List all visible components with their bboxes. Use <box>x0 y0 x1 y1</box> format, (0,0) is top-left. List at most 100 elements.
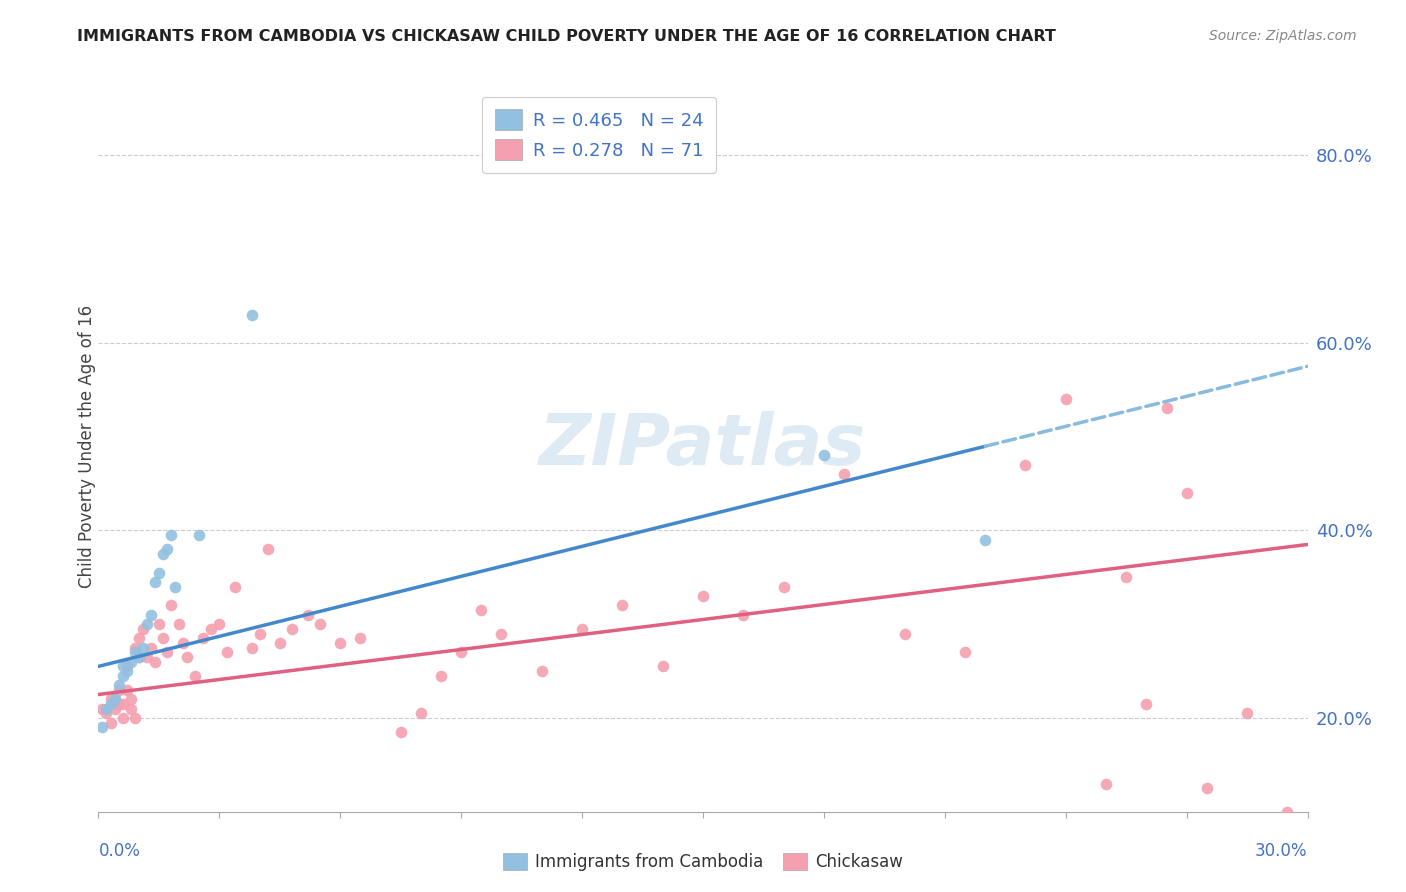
Point <box>281 622 304 636</box>
Point <box>491 626 513 640</box>
Point <box>217 645 239 659</box>
Point <box>349 632 371 646</box>
Point <box>450 645 472 659</box>
Point <box>200 622 222 636</box>
Point <box>124 640 146 655</box>
Point <box>269 636 291 650</box>
Point <box>103 692 125 706</box>
Point <box>188 528 211 542</box>
Point <box>1175 486 1198 500</box>
Point <box>163 580 186 594</box>
Point <box>115 659 138 673</box>
Text: ZIPatlas: ZIPatlas <box>540 411 866 481</box>
Point <box>329 636 352 650</box>
Point <box>1156 401 1178 416</box>
Point <box>107 682 129 697</box>
Point <box>91 701 114 715</box>
Point <box>103 701 125 715</box>
Point <box>409 706 432 721</box>
Point <box>100 715 122 730</box>
Point <box>107 678 129 692</box>
Point <box>128 650 150 665</box>
Point <box>297 607 319 622</box>
Point <box>143 655 166 669</box>
Point <box>120 692 142 706</box>
Point <box>135 617 157 632</box>
Point <box>530 664 553 678</box>
Point <box>148 566 170 580</box>
Point <box>172 636 194 650</box>
Point <box>152 632 174 646</box>
Point <box>571 622 593 636</box>
Point <box>309 617 332 632</box>
Point <box>132 640 155 655</box>
Text: IMMIGRANTS FROM CAMBODIA VS CHICKASAW CHILD POVERTY UNDER THE AGE OF 16 CORRELAT: IMMIGRANTS FROM CAMBODIA VS CHICKASAW CH… <box>77 29 1056 45</box>
Point <box>249 626 271 640</box>
Point <box>124 645 146 659</box>
Point <box>953 645 976 659</box>
Text: 0.0%: 0.0% <box>98 842 141 860</box>
Point <box>1236 706 1258 721</box>
Point <box>115 664 138 678</box>
Point <box>132 622 155 636</box>
Point <box>107 697 129 711</box>
Point <box>111 697 134 711</box>
Point <box>1095 776 1118 790</box>
Point <box>224 580 246 594</box>
Text: 30.0%: 30.0% <box>1256 842 1308 860</box>
Point <box>1014 458 1036 472</box>
Point <box>128 632 150 646</box>
Point <box>240 640 263 655</box>
Point <box>100 692 122 706</box>
Point <box>612 599 634 613</box>
Point <box>91 720 114 734</box>
Point <box>139 640 162 655</box>
Point <box>120 701 142 715</box>
Point <box>139 607 162 622</box>
Point <box>733 607 755 622</box>
Point <box>208 617 231 632</box>
Point <box>1135 697 1157 711</box>
Point <box>96 706 118 721</box>
Point <box>240 308 263 322</box>
Point <box>193 632 215 646</box>
Point <box>256 542 278 557</box>
Point <box>184 669 207 683</box>
Point <box>111 669 134 683</box>
Point <box>167 617 190 632</box>
Point <box>124 711 146 725</box>
Point <box>176 650 198 665</box>
Point <box>974 533 997 547</box>
Point <box>152 547 174 561</box>
Point <box>651 659 673 673</box>
Point <box>96 701 118 715</box>
Point <box>135 650 157 665</box>
Point <box>1115 570 1137 584</box>
Point <box>430 669 453 683</box>
Point <box>893 626 915 640</box>
Point <box>103 692 125 706</box>
Point <box>1195 781 1218 796</box>
Point <box>115 682 138 697</box>
Legend: Immigrants from Cambodia, Chickasaw: Immigrants from Cambodia, Chickasaw <box>495 845 911 880</box>
Point <box>389 725 412 739</box>
Point <box>160 528 183 542</box>
Point <box>100 697 122 711</box>
Point <box>143 574 166 589</box>
Point <box>470 603 492 617</box>
Point <box>156 645 179 659</box>
Point <box>692 589 714 603</box>
Point <box>813 449 835 463</box>
Point <box>832 467 855 482</box>
Point <box>1054 392 1077 406</box>
Point <box>128 650 150 665</box>
Point <box>111 711 134 725</box>
Point <box>111 659 134 673</box>
Point <box>772 580 794 594</box>
Point <box>1277 805 1299 819</box>
Text: Source: ZipAtlas.com: Source: ZipAtlas.com <box>1209 29 1357 44</box>
Point <box>156 542 179 557</box>
Legend: R = 0.465   N = 24, R = 0.278   N = 71: R = 0.465 N = 24, R = 0.278 N = 71 <box>482 96 716 173</box>
Point <box>120 655 142 669</box>
Y-axis label: Child Poverty Under the Age of 16: Child Poverty Under the Age of 16 <box>79 304 96 588</box>
